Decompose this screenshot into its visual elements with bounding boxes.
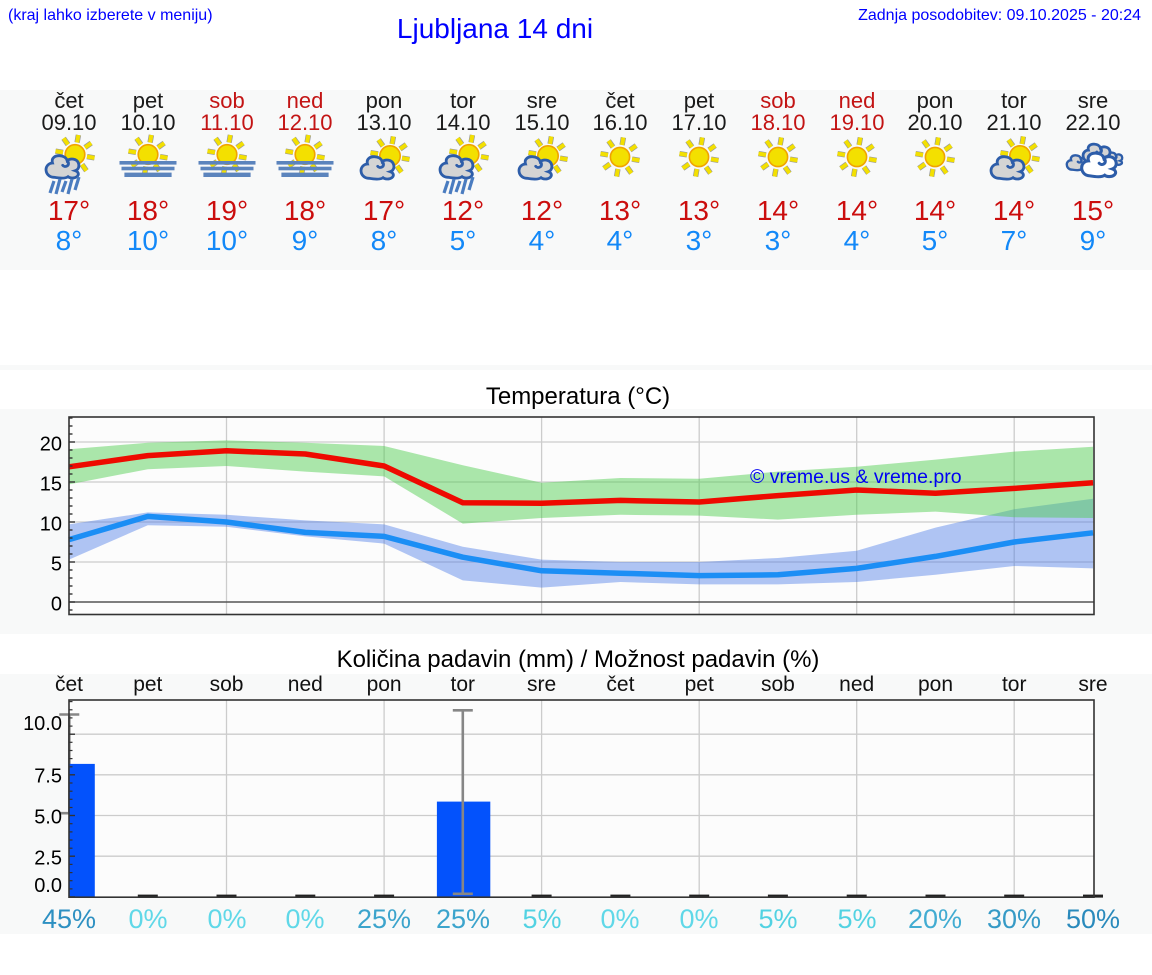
svg-text:sre: sre [1078,674,1107,696]
svg-text:ned: ned [288,674,323,696]
svg-text:pon: pon [918,674,953,696]
svg-text:tor: tor [451,674,476,696]
svg-text:sob: sob [210,674,244,696]
svg-text:0: 0 [51,594,62,616]
svg-text:pon: pon [367,674,402,696]
svg-text:čet: čet [55,674,83,696]
svg-text:10: 10 [40,514,62,536]
svg-text:sob: sob [761,674,795,696]
svg-text:5: 5 [51,554,62,576]
svg-text:pet: pet [685,674,714,696]
svg-text:sre: sre [527,674,556,696]
svg-text:15: 15 [40,474,62,496]
svg-text:0.0: 0.0 [34,875,62,897]
svg-text:2.5: 2.5 [34,847,62,869]
svg-text:© vreme.us & vreme.pro: © vreme.us & vreme.pro [750,466,962,488]
svg-text:5.0: 5.0 [34,807,62,829]
svg-text:ned: ned [839,674,874,696]
svg-text:7.5: 7.5 [34,766,62,788]
svg-text:tor: tor [1002,674,1027,696]
svg-text:čet: čet [606,674,634,696]
svg-text:20: 20 [40,434,62,456]
svg-text:pet: pet [133,674,162,696]
svg-text:10.0: 10.0 [23,713,62,735]
